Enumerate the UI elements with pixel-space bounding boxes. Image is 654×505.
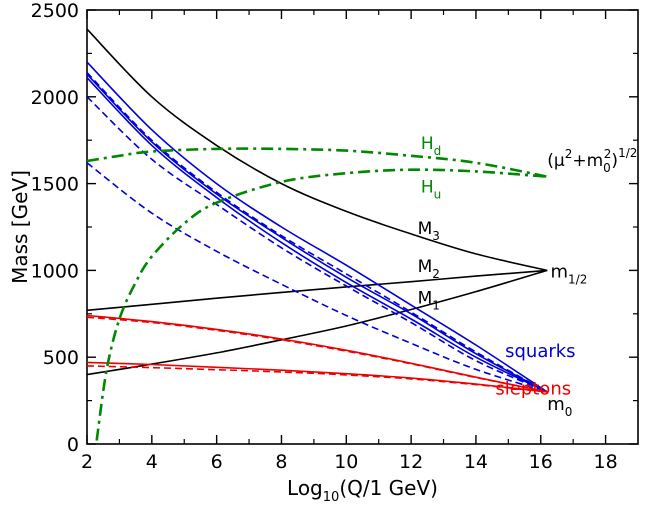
annotation-m12-base: m (550, 261, 568, 282)
annotation-hd-sub: d (434, 144, 442, 158)
annotation-hu-sub: u (434, 187, 442, 201)
series-line-hd (86, 147, 548, 178)
annotation-m2-sub: 2 (432, 267, 440, 281)
x-tick-label: 4 (146, 451, 158, 473)
x-tick-label: 10 (334, 451, 358, 473)
x-tick-label: 2 (81, 451, 93, 473)
annotation-hu-base: H (421, 177, 434, 197)
annotation-m2: M2 (418, 257, 440, 281)
annotation-m1-base: M (418, 288, 433, 308)
x-axis-label-base: Log (287, 476, 323, 500)
y-tick-label: 0 (67, 434, 79, 456)
series-line-squark-4 (86, 71, 548, 393)
annotation-m3-sub: 3 (432, 229, 440, 243)
y-tick-label: 2000 (31, 87, 79, 109)
annotation-squarks: squarks (505, 341, 575, 362)
annotation-sleptons-base: sleptons (495, 379, 571, 400)
annotation-squarks-base: squarks (505, 341, 575, 362)
annotation-m0: m0 (547, 394, 572, 419)
y-tick-label: 1500 (31, 174, 79, 196)
annotation-mu-mid: +m (572, 151, 603, 171)
x-axis-label-rest: (Q/1 GeV) (339, 476, 438, 500)
x-axis-label-sub: 10 (323, 490, 340, 505)
y-tick-label: 2500 (31, 0, 79, 22)
annotation-hu: Hu (421, 177, 441, 201)
series-line-squark-6 (86, 162, 548, 393)
annotation-mu-open: (μ (547, 151, 565, 171)
x-axis-label: Log10(Q/1 GeV) (287, 476, 438, 505)
annotation-m2-base: M (418, 257, 433, 277)
series-line-squark-2 (86, 73, 548, 393)
annotation-m12: m1/2 (550, 261, 587, 286)
y-tick-label: 1000 (31, 260, 79, 282)
axes: 2 4 6 8 10 12 14 16 1805001000150020002500Log10(… (8, 0, 639, 505)
x-tick-label: 18 (593, 451, 617, 473)
annotation-mu-sub: 0 (603, 161, 611, 175)
annotation-m3-base: M (418, 219, 433, 239)
series-line-m2 (86, 269, 548, 312)
x-tick-label: 8 (275, 451, 287, 473)
annotation-m1-sub: 1 (432, 298, 440, 312)
annotation-m0-sub: 0 (565, 405, 573, 419)
annotation-hd: Hd (421, 134, 441, 158)
x-tick-label: 14 (464, 451, 488, 473)
series-line-m3 (86, 28, 548, 272)
series-line-hu (95, 168, 548, 441)
y-tick-label: 500 (43, 347, 79, 369)
annotation-m1: M1 (418, 288, 440, 312)
series-line-squark-1 (86, 61, 548, 393)
series-line-m1 (86, 269, 548, 376)
annotation-m3: M3 (418, 219, 440, 243)
annotation-mu-power: 1/2 (618, 146, 637, 160)
annotation-group: M3M2M1m1/2m0HdHusquarkssleptons(μ2+m02)1… (418, 134, 638, 419)
annotation-mu-close: ) (611, 151, 618, 171)
annotation-m12-sub: 1/2 (568, 272, 587, 286)
series-line-slepton-4 (86, 365, 548, 393)
annotation-mu-sup: 2 (565, 147, 573, 161)
series-line-slepton-2 (86, 316, 548, 393)
x-tick-label: 12 (399, 451, 423, 473)
x-tick-label: 16 (529, 451, 553, 473)
annotation-hd-base: H (421, 134, 434, 154)
series-line-squark-5 (86, 96, 548, 393)
annotation-sleptons: sleptons (495, 379, 571, 400)
annotation-mu: (μ2+m02)1/2 (547, 146, 637, 175)
y-axis-label: Mass [GeV] (8, 170, 32, 284)
series-line-squark-3 (86, 77, 548, 393)
series-line-slepton-3 (86, 361, 548, 393)
series-group (86, 28, 548, 441)
annotation-mu-sup2: 2 (604, 147, 612, 161)
x-tick-label: 6 (211, 451, 223, 473)
annotation-m0-base: m (547, 394, 565, 415)
